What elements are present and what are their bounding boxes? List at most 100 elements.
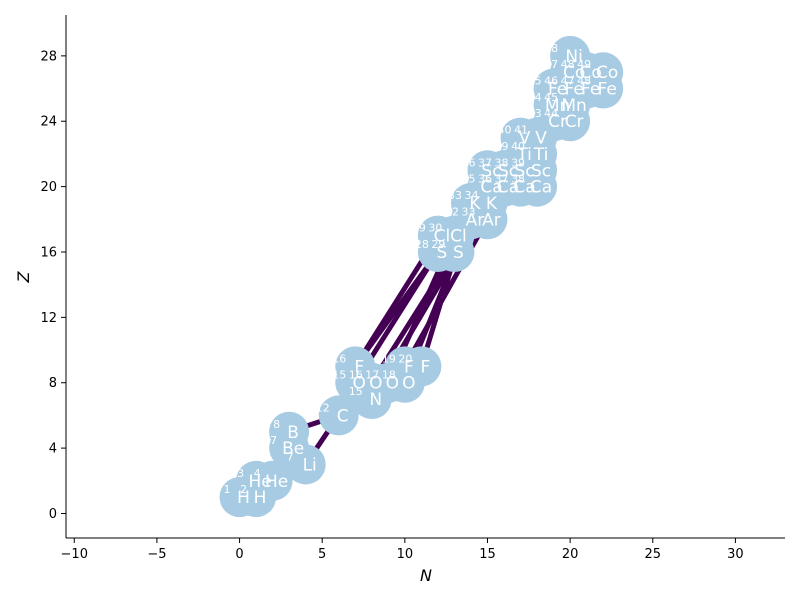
nuclide-mass-label: 39 (511, 156, 525, 169)
nuclide-mass-label: 29 (412, 222, 426, 235)
nuclide-symbol-label: He (265, 472, 288, 492)
y-axis-title: Z (14, 270, 33, 283)
nuclide-mass-label: 36 (478, 173, 492, 186)
nuclide-mass-label: 29 (431, 238, 445, 251)
y-tick-label: 28 (40, 49, 57, 64)
nuclide-symbol-label: O (402, 374, 415, 394)
nuclide-mass-label: 7 (287, 450, 294, 463)
nuclide-symbol-label: V (535, 129, 547, 149)
nuclide-symbol-label: F (420, 357, 430, 377)
y-tick-label: 16 (40, 245, 57, 260)
nuclide-symbol-label: Co (563, 63, 585, 83)
nuclide-mass-label: 18 (382, 369, 396, 382)
y-tick-label: 0 (49, 507, 57, 522)
nuclide-mass-label: 28 (415, 238, 429, 251)
x-tick-label: 10 (397, 547, 414, 562)
nuclide-node (269, 411, 310, 452)
x-tick-label: 0 (235, 547, 243, 562)
nuclide-mass-label: 12 (316, 401, 330, 414)
nuclide-symbol-label: F (354, 357, 364, 377)
nuclide-symbol-label: Fe (548, 80, 567, 100)
nuclide-symbol-label: Cr (548, 112, 567, 132)
nuclide-mass-label: 43 (528, 107, 542, 120)
nuclide-symbol-label: Ca (513, 178, 535, 198)
nuclide-mass-label: 48 (544, 42, 558, 55)
nuclide-mass-label: 44 (528, 91, 542, 104)
x-tick-label: −5 (147, 547, 166, 562)
x-tick-label: 20 (562, 547, 579, 562)
nuclide-symbol-label: K (469, 194, 481, 214)
nuclide-mass-label: 32 (445, 205, 459, 218)
nuclide-node (401, 346, 442, 387)
nuclide-mass-label: 3 (237, 467, 244, 480)
nuclide-mass-label: 1 (224, 483, 231, 496)
nuclide-symbol-label: N (369, 390, 382, 410)
nuclide-node (318, 395, 359, 436)
nuclide-symbol-label: K (486, 194, 498, 214)
nuclide-mass-label: 48 (577, 75, 591, 88)
nuclide-symbol-label: F (404, 357, 414, 377)
nuclide-mass-label: 15 (332, 369, 346, 382)
nuclide-symbol-label: Sc (514, 161, 534, 181)
nuclide-mass-label: 4 (254, 467, 261, 480)
nuclide-symbol-label: O (353, 374, 366, 394)
nuclide-symbol-label: Ca (530, 178, 552, 198)
nuclide-symbol-label: Co (596, 63, 618, 83)
nuclide-symbol-label: Ar (466, 210, 485, 230)
nuclide-symbol-label: S (436, 243, 447, 263)
nuclide-symbol-label: Mn (545, 96, 570, 116)
nuclide-mass-label: 39 (495, 140, 509, 153)
nuclide-symbol-label: Sc (531, 161, 551, 181)
nuclide-mass-label: 37 (495, 173, 509, 186)
nuclide-mass-label: 47 (544, 58, 558, 71)
nuclide-mass-label: 2 (240, 483, 247, 496)
nuclide-mass-label: 8 (273, 418, 280, 431)
nuclide-symbol-label: Fe (598, 80, 617, 100)
nuclide-mass-label: 37 (478, 156, 492, 169)
nuclide-mass-label: 45 (528, 75, 542, 88)
nuclide-mass-label: 41 (514, 124, 528, 137)
nuclide-mass-label: 38 (495, 156, 509, 169)
nuclide-mass-label: 17 (365, 369, 379, 382)
nuclide-mass-label: 20 (398, 352, 412, 365)
nuclide-symbol-label: Ar (482, 210, 501, 230)
y-tick-label: 8 (49, 376, 57, 391)
nuclide-symbol-label: V (519, 129, 531, 149)
nuclide-node (335, 346, 376, 387)
nuclide-mass-label: 44 (544, 107, 558, 120)
nuclide-symbol-label: Be (282, 439, 304, 459)
nuclide-node (252, 460, 293, 501)
nuclide-mass-label: 45 (544, 91, 558, 104)
nuclide-symbol-label: B (287, 423, 299, 443)
nuclide-mass-label: 30 (428, 222, 442, 235)
x-tick-label: 30 (727, 547, 744, 562)
x-tick-label: −10 (61, 547, 88, 562)
link-edge (369, 249, 457, 386)
nuclide-symbol-label: O (369, 374, 382, 394)
y-tick-label: 12 (40, 311, 57, 326)
nuclide-mass-label: 49 (577, 58, 591, 71)
nuclide-symbol-label: Li (303, 455, 317, 475)
y-tick-label: 4 (49, 442, 57, 457)
nuclide-mass-label: 33 (461, 205, 475, 218)
x-tick-label: 15 (479, 547, 496, 562)
nuclide-mass-label: 16 (349, 369, 363, 382)
nuclide-mass-label: 33 (448, 189, 462, 202)
x-axis-title: N (420, 566, 432, 585)
nuclide-mass-label: 15 (349, 385, 363, 398)
nuclide-symbol-label: O (386, 374, 399, 394)
nuclide-node (550, 35, 591, 76)
nuclide-node (583, 52, 624, 93)
nuclide-mass-label: 40 (511, 140, 525, 153)
nuclide-symbol-label: Ca (480, 178, 502, 198)
nuclide-symbol-label: Cr (565, 112, 584, 132)
nuclide-symbol-label: Mn (561, 96, 586, 116)
nuclide-symbol-label: Ti (516, 145, 532, 165)
nuclide-symbol-label: Co (580, 63, 602, 83)
nuclide-symbol-label: H (237, 488, 250, 508)
nuclide-mass-label: 16 (332, 352, 346, 365)
nuclide-mass-label: 36 (461, 156, 475, 169)
